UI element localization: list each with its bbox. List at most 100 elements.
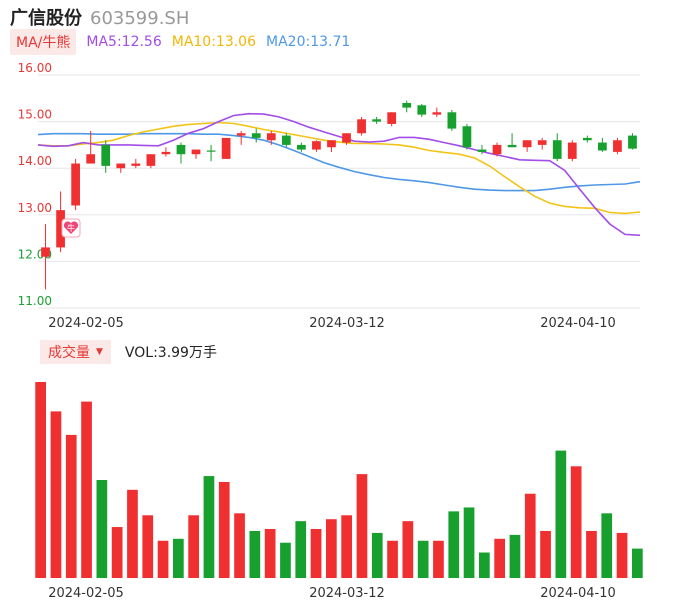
candle-body	[221, 137, 231, 159]
y-tick-label: 15.00	[18, 108, 52, 122]
candle	[131, 158, 141, 169]
volume-bar	[127, 489, 138, 578]
volume-bar	[264, 529, 276, 578]
volume-value: VOL:3.99万手	[124, 345, 217, 361]
candle-body	[266, 133, 276, 141]
candle	[402, 100, 412, 113]
candle-body	[357, 119, 366, 134]
candle	[628, 133, 637, 150]
y-tick-label: 16.00	[18, 61, 52, 75]
date-axis-bottom: 2024-02-05 2024-03-12 2024-04-10	[48, 586, 616, 601]
candle-body	[86, 154, 96, 164]
volume-bar	[540, 530, 551, 578]
stock-header: 广信股份 603599.SH	[10, 4, 189, 29]
candle	[56, 191, 65, 253]
volume-bar	[310, 529, 322, 578]
price-grid	[38, 74, 640, 309]
volume-bar	[249, 530, 261, 578]
candle	[342, 133, 351, 145]
candle-body	[251, 133, 261, 138]
candle	[613, 137, 622, 155]
volume-bars	[35, 382, 643, 578]
bull-badge[interactable]: 牛	[61, 218, 81, 238]
volume-bar	[295, 521, 307, 578]
ma-lines	[37, 112, 641, 237]
candle-body	[447, 112, 457, 129]
candle-body	[432, 112, 442, 115]
candle-body	[101, 144, 111, 166]
volume-bar	[387, 540, 398, 578]
volume-toggle-button[interactable]: 成交量 ▼	[40, 340, 111, 364]
candle-body	[116, 163, 126, 169]
candle-body	[327, 140, 336, 148]
candle-body	[191, 149, 201, 155]
volume-bar	[218, 481, 230, 578]
candle-body	[582, 137, 592, 141]
volume-bar	[494, 538, 506, 578]
candle	[297, 142, 306, 152]
volume-bar	[371, 532, 383, 578]
candle	[552, 133, 562, 162]
candle-body	[372, 119, 381, 122]
candle	[221, 137, 231, 159]
candle-body	[342, 133, 351, 143]
candle	[312, 140, 321, 152]
volume-bar	[601, 513, 613, 578]
volume-bar	[188, 515, 200, 578]
volume-bar	[570, 466, 582, 578]
ma10-line	[37, 121, 641, 215]
volume-bar	[142, 515, 154, 578]
candle-body	[146, 154, 156, 166]
volume-bar	[463, 507, 475, 578]
heart-icon	[63, 221, 79, 234]
ma5-line	[37, 112, 641, 237]
candle-body	[417, 105, 427, 115]
volume-bar	[448, 511, 460, 578]
volume-bar	[433, 540, 444, 578]
candle	[86, 130, 96, 164]
volume-bar	[157, 540, 169, 578]
candle	[372, 116, 381, 124]
candle	[327, 140, 336, 152]
candle	[582, 135, 592, 143]
candle-body	[507, 144, 517, 148]
ma-toggle-button[interactable]: MA/牛熊	[10, 29, 77, 55]
ma5-value: MA5:12.56	[86, 34, 162, 50]
candle-body	[131, 163, 141, 166]
candle	[176, 142, 186, 164]
volume-bar	[509, 534, 521, 578]
candle	[71, 158, 80, 211]
candle-body	[477, 149, 487, 152]
candle	[417, 103, 427, 117]
bull-badge-text: 牛	[67, 223, 75, 233]
candle-body	[567, 142, 577, 159]
candle-body	[297, 144, 306, 150]
x-tick-label: 2024-02-05	[48, 586, 124, 601]
ma-legend: MA/牛熊 MA5:12.56 MA10:13.06 MA20:13.71	[10, 29, 350, 55]
volume-bar	[65, 434, 77, 578]
candle	[101, 140, 111, 173]
candle-body	[537, 140, 547, 145]
volume-bar	[478, 552, 490, 578]
volume-bar	[586, 530, 597, 578]
volume-bar	[111, 527, 123, 578]
volume-bar	[172, 538, 184, 578]
volume-bar	[234, 513, 245, 578]
stock-name: 广信股份	[10, 8, 82, 29]
candle-body	[462, 126, 472, 148]
candle	[266, 130, 276, 145]
candle-body	[71, 163, 80, 206]
candle	[598, 137, 607, 152]
candle-body	[41, 247, 50, 257]
volume-bar	[96, 480, 108, 578]
candle-body	[56, 210, 65, 248]
candle	[432, 107, 442, 117]
volume-bar	[81, 401, 92, 578]
candle-body	[522, 140, 532, 148]
candles	[41, 100, 637, 290]
candle-body	[176, 144, 186, 155]
volume-bar	[203, 476, 215, 578]
volume-bar	[616, 532, 628, 578]
